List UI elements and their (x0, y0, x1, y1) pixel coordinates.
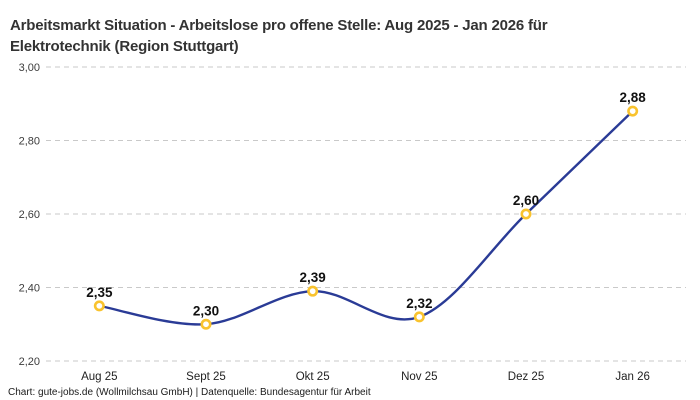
data-point-marker (627, 105, 639, 117)
y-tick-label: 3,00 (19, 62, 40, 74)
y-tick-label: 2,60 (19, 209, 40, 221)
data-point-label: 2,88 (620, 90, 647, 105)
data-point-marker (307, 285, 319, 297)
chart-title-line-2: Elektrotechnik (Region Stuttgart) (10, 38, 239, 56)
chart-title-line-1: Arbeitsmarkt Situation - Arbeitslose pro… (10, 17, 548, 35)
x-tick-label: Nov 25 (401, 371, 437, 383)
data-point-marker (520, 208, 532, 220)
x-tick-label: Aug 25 (81, 371, 117, 383)
data-point-marker (413, 311, 425, 323)
x-tick-label: Jan 26 (615, 371, 650, 383)
x-tick-label: Sept 25 (186, 371, 226, 383)
data-point-label: 2,32 (406, 296, 432, 311)
x-tick-label: Dez 25 (508, 371, 544, 383)
y-tick-label: 2,20 (19, 356, 40, 368)
y-tick-label: 2,40 (19, 283, 40, 295)
series-line (98, 109, 634, 326)
chart-footer: Chart: gute-jobs.de (Wollmilchsau GmbH) … (8, 387, 371, 398)
data-point-label: 2,39 (300, 270, 326, 285)
data-point-label: 2,30 (193, 303, 219, 318)
x-tick-label: Okt 25 (296, 371, 330, 383)
data-point-marker (200, 318, 212, 330)
y-tick-label: 2,80 (19, 136, 40, 148)
data-point-label: 2,35 (86, 285, 113, 300)
chart-title: Arbeitsmarkt Situation - Arbeitslose pro… (10, 15, 548, 57)
data-point-label: 2,60 (513, 193, 539, 208)
data-point-marker (93, 300, 105, 312)
